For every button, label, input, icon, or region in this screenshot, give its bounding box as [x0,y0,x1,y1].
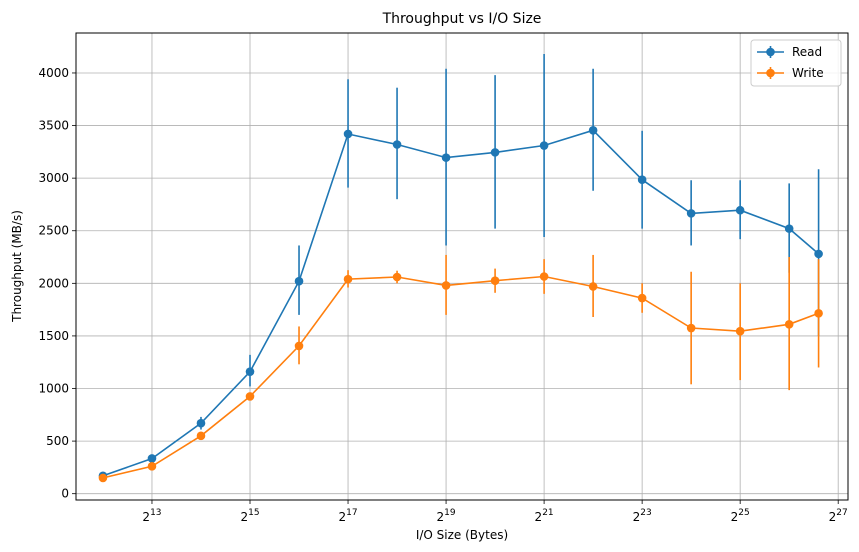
x-tick-label: 213 [142,508,161,524]
read-point [735,205,745,215]
y-tick-label: 3000 [38,171,69,185]
x-axis-ticks: 213 215 217 219 221 223 225 227 [142,500,848,524]
y-tick-label: 3500 [38,119,69,133]
write-point [294,341,304,351]
read-point [392,140,402,149]
read-point [637,175,647,185]
read-point [784,224,794,233]
series-write [98,254,823,483]
x-tick-label: 225 [731,508,750,524]
y-axis-label: Throughput (MB/s) [10,210,24,323]
y-tick-label: 4000 [38,66,69,80]
series-layer [98,54,823,483]
y-tick-label: 1500 [38,329,69,343]
read-point [196,418,206,428]
read-point [539,141,549,150]
write-point [637,293,647,303]
write-point [784,320,794,329]
write-point [196,431,206,441]
y-tick-label: 2000 [38,276,69,290]
legend-write-label: Write [792,66,824,80]
read-point [441,153,451,162]
x-tick-label: 221 [535,508,554,524]
x-axis-label: I/O Size (Bytes) [416,528,508,542]
write-point [343,274,353,284]
x-tick-label: 219 [437,508,456,524]
write-point [147,462,157,471]
write-point [245,392,255,401]
write-point [539,272,549,281]
legend-write-marker [766,68,775,78]
read-point [294,276,304,286]
legend: Read Write [750,39,842,87]
write-point [588,282,598,291]
legend-read-label: Read [792,45,822,59]
y-axis-ticks: 0 500 1000 1500 2000 2500 3000 3500 4000 [38,66,76,501]
read-point [490,148,500,157]
y-tick-label: 0 [61,487,69,501]
write-point [490,276,500,285]
y-tick-label: 500 [46,434,69,448]
x-tick-label: 215 [240,508,259,524]
write-point [814,309,823,318]
read-point [343,129,353,139]
write-point [392,272,402,282]
x-tick-label: 227 [829,508,848,524]
y-tick-label: 1000 [38,382,69,396]
x-tick-label: 223 [633,508,652,524]
read-point [147,454,157,463]
read-point [588,125,598,135]
plot-frame [75,32,849,501]
write-point [735,326,745,336]
write-point [441,281,451,290]
legend-read-marker [766,47,775,57]
read-point [814,249,823,259]
read-point [245,367,255,376]
write-line [102,275,819,479]
y-tick-label: 2500 [38,224,69,238]
x-tick-label: 217 [338,508,357,524]
read-line [102,129,820,477]
write-point [686,323,696,333]
read-point [686,209,696,218]
chart-title: Throughput vs I/O Size [382,11,542,27]
write-point [98,473,108,483]
